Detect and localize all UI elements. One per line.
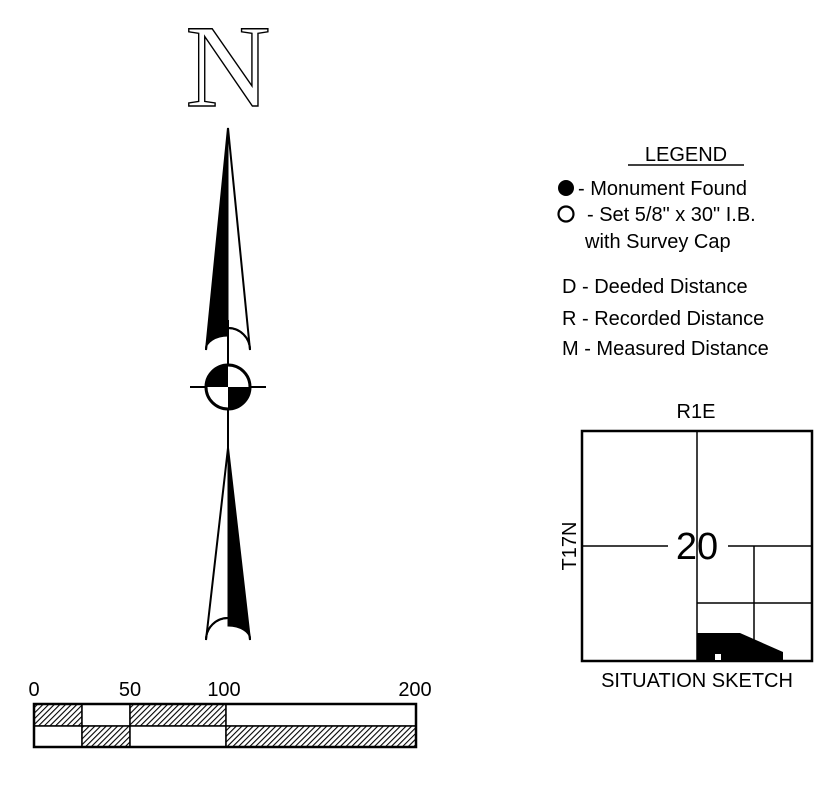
legend-item-measured: M - Measured Distance <box>562 338 769 360</box>
legend-item-set-ib: - Set 5/8" x 30" I.B. <box>587 204 756 226</box>
legend-item-monument: - Monument Found <box>578 178 747 200</box>
north-arrow: N <box>185 0 271 641</box>
north-arrow-upper <box>205 127 251 351</box>
scale-label-200: 200 <box>398 679 431 701</box>
township-label: T17N <box>559 522 581 571</box>
legend-item-deeded: D - Deeded Distance <box>562 276 748 298</box>
set-iron-bar-icon <box>557 205 575 223</box>
north-arrow-lower <box>205 447 251 641</box>
legend-item-recorded: R - Recorded Distance <box>562 308 764 330</box>
scale-bar: 0 50 100 200 <box>28 679 432 749</box>
legend-item-survey-cap: with Survey Cap <box>584 231 731 253</box>
legend-title: LEGEND <box>645 144 727 166</box>
section-number: 20 <box>676 526 718 568</box>
scale-label-100: 100 <box>207 679 240 701</box>
range-label: R1E <box>677 401 716 423</box>
situation-sketch: R1E 20 T17N SITUATION SKETCH <box>559 401 814 692</box>
scale-label-50: 50 <box>119 679 141 701</box>
monument-found-icon <box>558 180 574 196</box>
center-monument-icon <box>190 363 266 411</box>
north-letter: N <box>185 1 270 132</box>
sketch-caption: SITUATION SKETCH <box>601 670 793 692</box>
scale-label-0: 0 <box>28 679 39 701</box>
legend: LEGEND - Monument Found - Set 5/8" x 30"… <box>557 144 769 360</box>
subject-parcel <box>697 633 783 661</box>
